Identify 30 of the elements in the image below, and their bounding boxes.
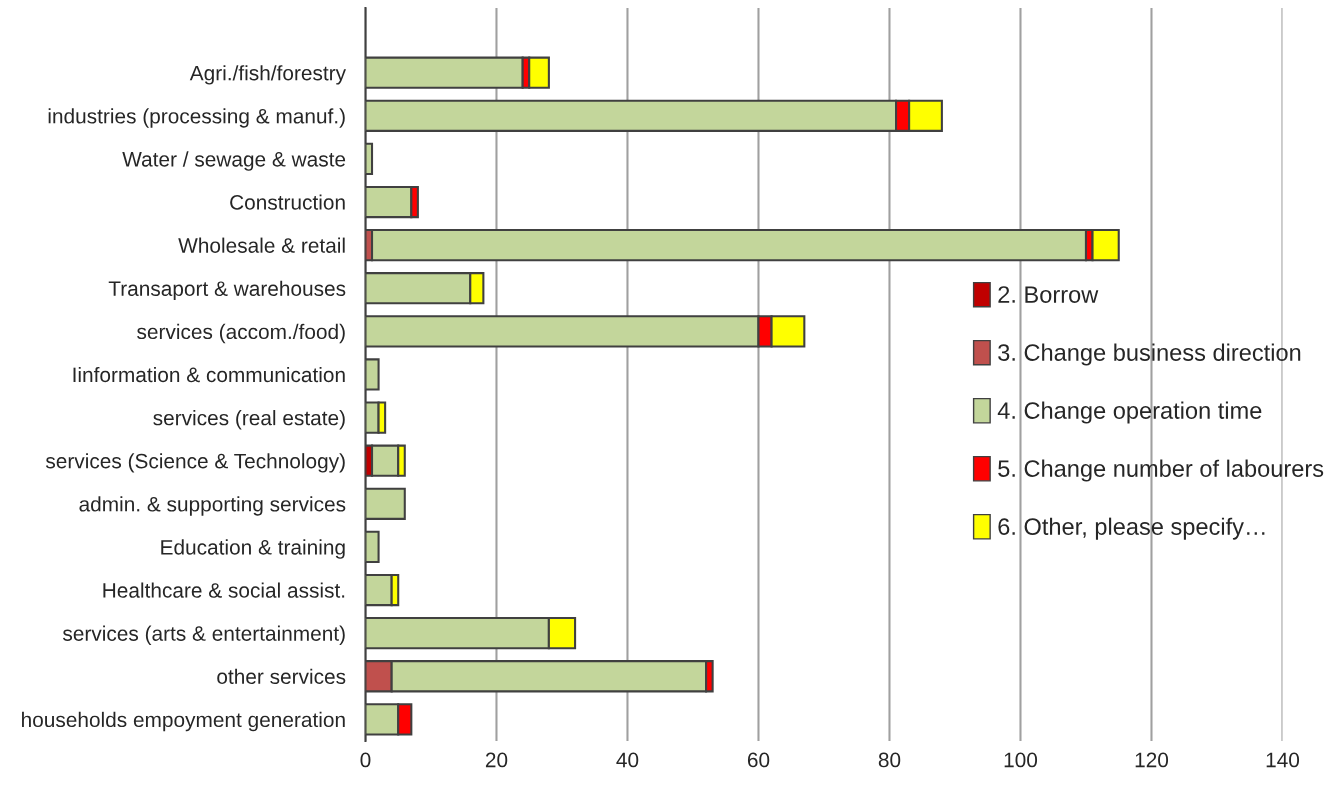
y-tick-label: services (accom./food): [137, 323, 345, 344]
x-tick-label: 120: [1135, 752, 1169, 768]
y-tick-label: services (Science & Technology): [45, 453, 345, 473]
x-tick-label: 140: [1266, 752, 1300, 768]
y-tick-label: services (arts & entertainment): [62, 625, 345, 646]
x-tick-label: 80: [878, 752, 901, 768]
legend-label: 6. Other, please specify…: [998, 517, 1265, 540]
y-tick-label: Water / sewage & waste: [122, 151, 346, 171]
legend-label: 2. Borrow: [998, 286, 1099, 303]
y-tick-label: Transaport & warehouses: [108, 280, 346, 301]
x-tick-label: 40: [616, 752, 639, 768]
y-tick-label: other services: [217, 668, 346, 685]
y-tick-label: industries (processing & manuf.): [48, 108, 345, 128]
y-tick-label: Wholesale & retail: [178, 237, 345, 253]
y-tick-label: Iinformation & communication: [73, 366, 345, 383]
legend-label: 3. Change business direction: [998, 343, 1301, 366]
y-tick-label: admin. & supporting services: [79, 496, 346, 516]
y-tick-label: Construction: [230, 194, 345, 210]
legend-label: 5. Change number of labourers: [998, 459, 1324, 482]
y-tick-label: Healthcare & social assist.: [103, 582, 345, 598]
x-tick-label: 100: [1004, 752, 1038, 768]
y-tick-label: Education & training: [161, 539, 345, 559]
x-tick-label: 60: [747, 752, 770, 768]
y-tick-label: services (real estate): [153, 410, 345, 430]
legend-label: 4. Change operation time: [997, 401, 1262, 424]
y-tick-label: Agri./fish/forestry: [189, 65, 346, 85]
bar: [370, 229, 1088, 262]
x-tick-label: 20: [485, 752, 508, 768]
y-tick-label: households empoyment generation: [22, 711, 345, 732]
x-tick-label: 0: [360, 752, 371, 768]
